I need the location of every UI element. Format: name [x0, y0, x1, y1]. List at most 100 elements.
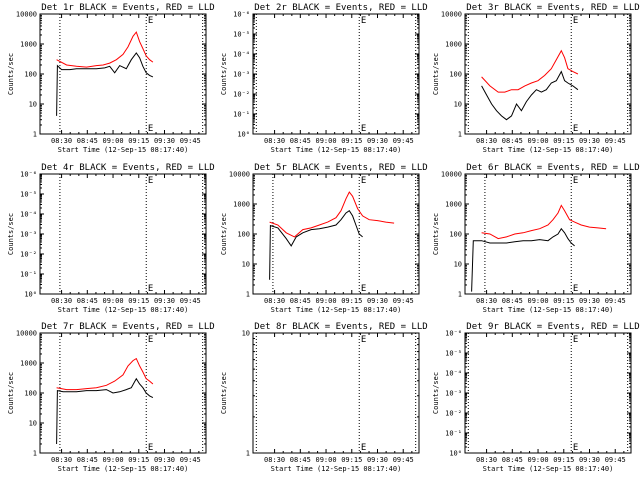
- x-tick-label: 09:45: [605, 297, 626, 305]
- y-tick-label: 1: [458, 131, 462, 139]
- event-marker-bottom: E: [148, 284, 153, 294]
- panel-det-3: Det 3r BLACK = Events, RED = LLD 1 10 100 10…: [432, 3, 640, 154]
- event-marker-top: E: [361, 176, 366, 186]
- event-marker-top: E: [573, 176, 578, 186]
- x-tick-label: 09:45: [605, 137, 626, 145]
- y-tick-label: 10000: [16, 330, 37, 338]
- x-tick-label: 09:30: [579, 137, 600, 145]
- x-axis-label: Start Time (12-Sep-15 08:17:40): [483, 146, 614, 154]
- y-tick-label: 10000: [441, 171, 462, 179]
- series-events-line: [269, 209, 363, 280]
- x-tick-label: 08:30: [476, 297, 497, 305]
- event-marker-bottom: E: [573, 443, 578, 453]
- y-tick-label: 1000: [445, 41, 462, 49]
- event-marker-bottom: E: [361, 443, 366, 453]
- x-tick-label: 09:00: [103, 456, 124, 464]
- panel-title: Det 1r BLACK = Events, RED = LLD: [41, 3, 214, 13]
- x-tick-label: 09:15: [128, 456, 149, 464]
- plot-frame: [252, 13, 420, 135]
- y-axis-label: Counts/sec: [7, 53, 15, 95]
- x-axis-label: Start Time (12-Sep-15 08:17:40): [483, 306, 614, 314]
- y-tick-label: 10⁰: [24, 291, 37, 299]
- x-tick-label: 09:15: [553, 297, 574, 305]
- event-marker-top: E: [573, 16, 578, 26]
- x-tick-label: 08:30: [51, 297, 72, 305]
- y-tick-label: 10⁻⁴: [233, 51, 250, 59]
- x-tick-label: 09:45: [180, 137, 201, 145]
- y-tick-label: 100: [449, 231, 462, 239]
- y-tick-label: 1: [246, 291, 250, 299]
- y-tick-label: 10⁰: [449, 450, 462, 458]
- x-tick-label: 09:15: [128, 297, 149, 305]
- x-tick-label: 09:00: [316, 456, 337, 464]
- panel-title: Det 2r BLACK = Events, RED = LLD: [254, 3, 427, 13]
- x-tick-label: 09:45: [393, 456, 414, 464]
- event-marker-bottom: E: [361, 284, 366, 294]
- x-tick-label: 08:45: [290, 297, 311, 305]
- x-tick-label: 08:45: [77, 456, 98, 464]
- y-tick-label: 10: [29, 420, 37, 428]
- x-tick-label: 08:30: [476, 456, 497, 464]
- event-marker-bottom: E: [148, 443, 153, 453]
- series-lld-line: [481, 49, 579, 93]
- x-tick-label: 09:30: [367, 297, 388, 305]
- x-tick-label: 09:30: [367, 456, 388, 464]
- plot-frame: [39, 13, 207, 135]
- x-tick-label: 09:00: [103, 297, 124, 305]
- x-axis-label: Start Time (12-Sep-15 08:17:40): [271, 465, 402, 473]
- y-tick-label: 1000: [233, 201, 250, 209]
- x-tick-label: 09:00: [103, 137, 124, 145]
- panel-det-5: Det 5r BLACK = Events, RED = LLD 1 10 100 10…: [220, 163, 428, 314]
- series-lld-line: [56, 31, 154, 68]
- y-tick-label: 10⁻³: [445, 390, 462, 398]
- x-tick-label: 08:30: [264, 456, 285, 464]
- y-tick-label: 1: [246, 450, 250, 458]
- panel-det-1: Det 1r BLACK = Events, RED = LLD 1 10 100 10…: [7, 3, 215, 154]
- y-axis-label: Counts/sec: [7, 372, 15, 414]
- x-tick-label: 08:30: [51, 137, 72, 145]
- panel-title: Det 5r BLACK = Events, RED = LLD: [254, 163, 427, 173]
- event-marker-bottom: E: [148, 124, 153, 134]
- series-lld-line: [269, 191, 395, 238]
- y-tick-label: 1000: [20, 41, 37, 49]
- y-tick-label: 10⁻⁵: [233, 31, 250, 39]
- x-tick-label: 09:30: [579, 456, 600, 464]
- x-tick-label: 09:15: [341, 456, 362, 464]
- panel-det-7: Det 7r BLACK = Events, RED = LLD 1 10 100 10…: [7, 322, 215, 473]
- event-marker-bottom: E: [573, 284, 578, 294]
- x-tick-label: 09:30: [154, 137, 175, 145]
- event-marker-bottom: E: [361, 124, 366, 134]
- x-tick-label: 09:15: [341, 137, 362, 145]
- x-tick-label: 09:15: [128, 137, 149, 145]
- x-tick-label: 08:45: [502, 137, 523, 145]
- y-tick-label: 10⁻⁴: [20, 211, 37, 219]
- x-tick-label: 08:45: [290, 456, 311, 464]
- x-tick-label: 09:45: [393, 137, 414, 145]
- panel-title: Det 3r BLACK = Events, RED = LLD: [466, 3, 639, 13]
- y-tick-label: 100: [24, 71, 37, 79]
- plot-frame: [464, 332, 632, 454]
- x-axis-label: Start Time (12-Sep-15 08:17:40): [483, 465, 614, 473]
- y-axis-label: Counts/sec: [432, 372, 440, 414]
- y-tick-label: 10⁻⁶: [233, 11, 250, 19]
- x-tick-label: 09:00: [316, 137, 337, 145]
- y-tick-label: 100: [24, 390, 37, 398]
- y-tick-label: 10⁻³: [20, 231, 37, 239]
- plot-frame: [39, 332, 207, 454]
- panel-title: Det 8r BLACK = Events, RED = LLD: [254, 322, 427, 332]
- x-tick-label: 09:30: [154, 456, 175, 464]
- panel-det-2: Det 2r BLACK = Events, RED = LLD 10⁰ 10⁻¹ 1…: [220, 3, 428, 154]
- y-tick-label: 10: [242, 261, 250, 269]
- y-axis-label: Counts/sec: [220, 372, 228, 414]
- panel-title: Det 7r BLACK = Events, RED = LLD: [41, 322, 214, 332]
- y-tick-label: 10: [454, 261, 462, 269]
- x-tick-label: 09:30: [579, 297, 600, 305]
- x-tick-label: 09:15: [553, 137, 574, 145]
- y-tick-label: 10⁻¹: [445, 430, 462, 438]
- y-tick-label: 10: [454, 101, 462, 109]
- y-tick-label: 10⁻¹: [233, 111, 250, 119]
- x-tick-label: 09:30: [367, 137, 388, 145]
- y-tick-label: 1000: [445, 201, 462, 209]
- y-tick-label: 10⁻⁶: [20, 171, 37, 179]
- panel-title: Det 6r BLACK = Events, RED = LLD: [466, 163, 639, 173]
